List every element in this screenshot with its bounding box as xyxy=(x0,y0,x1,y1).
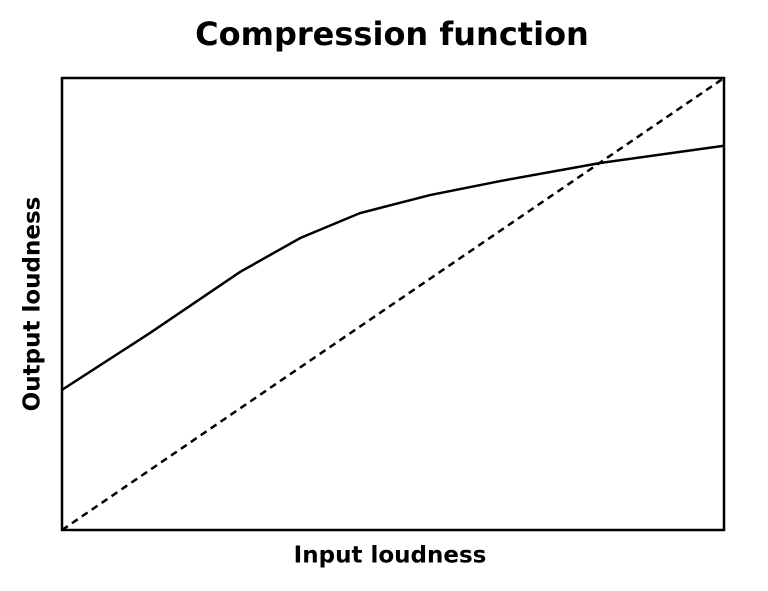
dashed-line xyxy=(61,76,725,532)
chart-title: Compression function xyxy=(195,15,589,53)
y-axis-label: Output loudness xyxy=(20,197,46,412)
x-axis-label: Input loudness xyxy=(294,543,487,569)
curve xyxy=(61,144,725,391)
plot-frame xyxy=(60,76,726,532)
